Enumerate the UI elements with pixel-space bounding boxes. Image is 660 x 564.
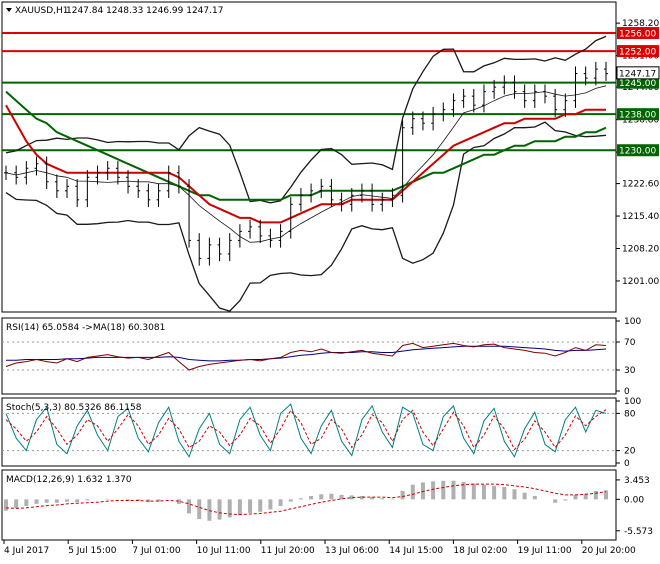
stoch-panel: 100 80 20 0: [2, 397, 641, 469]
macd-panel-frame: [1, 469, 617, 541]
price-y-tick-label: 1208.20: [622, 245, 659, 255]
g-macd-y-tick-label: 0.00: [624, 495, 644, 505]
price-panel-frame: [1, 1, 617, 313]
macd-signal-line: [5, 483, 607, 516]
rsi-title: RSI(14) 65.0584 ->MA(18) 60.3081: [6, 323, 165, 333]
ma-red-line: [5, 104, 606, 224]
level-badge: [617, 76, 659, 89]
rsi-panel: 100 70 30 0: [2, 317, 641, 397]
bollinger-lower: [5, 121, 607, 312]
ohlc-readout: 1247.84 1248.33 1246.99 1247.17: [66, 6, 223, 16]
g-rsi-y-tick-label: 100: [624, 317, 641, 327]
price-y-tick-label: 1222.60: [622, 180, 659, 190]
current-price-label: 1247.17: [619, 69, 656, 79]
stoch-title: Stoch(5,3,3) 80.5326 86.1158: [6, 403, 142, 413]
g-stoch-y-tick-label: 80: [624, 409, 636, 419]
ma-green-line: [5, 90, 607, 201]
g-macd-y-tick-label: 3.453: [624, 476, 650, 486]
price-y-tick-label: 1201.00: [622, 277, 659, 287]
level-badge: [617, 27, 659, 40]
g-rsi-y-tick-label: 30: [624, 366, 636, 376]
time-tick-label: 19 Jul 11:00: [518, 546, 572, 556]
g-rsi-y-tick-label: 70: [624, 338, 636, 348]
price-y-tick-label: 1236.80: [622, 116, 659, 126]
level-badge: [617, 108, 659, 121]
g-rsi-y-tick-label: 0: [624, 387, 630, 397]
time-tick-label: 13 Jul 06:00: [325, 546, 379, 556]
level-label: 1256.00: [619, 30, 656, 40]
level-label: 1238.00: [619, 111, 656, 121]
stoch-main-line: [5, 403, 607, 458]
time-tick-label: 14 Jul 15:00: [389, 546, 443, 556]
g-stoch-y-tick-label: 0: [624, 459, 630, 469]
time-tick-label: 11 Jul 20:00: [261, 546, 315, 556]
price-y-tick-label: 1215.40: [622, 212, 659, 222]
g-macd-y-tick-label: -5.573: [624, 527, 653, 537]
dropdown-triangle-icon[interactable]: [6, 8, 12, 12]
macd-panel: 3.453 0.00 -5.573: [4, 476, 653, 537]
level-badge: [617, 144, 659, 157]
level-label: 1252.00: [619, 48, 656, 58]
time-tick-label: 7 Jul 01:00: [132, 546, 181, 556]
macd-title: MACD(12,26,9) 1.632 1.370: [6, 475, 132, 485]
rsi-panel-frame: [1, 317, 617, 395]
rsi-ma-line: [6, 345, 607, 362]
time-tick-label: 20 Jul 20:00: [582, 546, 636, 556]
stoch-panel-frame: [1, 397, 617, 467]
price-panel: 1258.201251.001244.001236.801229.601222.…: [2, 19, 660, 312]
time-axis: 4 Jul 2017 5 Jul 15:00 7 Jul 01:00 10 Jul 1…: [3, 540, 636, 556]
level-label: 1245.00: [619, 79, 656, 89]
g-stoch-y-tick-label: 100: [624, 397, 641, 407]
price-y-tick-label: 1258.20: [622, 19, 659, 29]
bollinger-upper: [5, 35, 607, 204]
time-tick-label: 4 Jul 2017: [4, 546, 49, 556]
level-badge: [617, 45, 659, 58]
g-stoch-y-tick-label: 20: [624, 447, 636, 457]
stoch-signal-line: [5, 409, 607, 451]
time-tick-label: 10 Jul 11:00: [197, 546, 251, 556]
rsi-line: [5, 342, 607, 371]
time-tick-label: 18 Jul 02:00: [453, 546, 507, 556]
time-tick-label: 5 Jul 15:00: [68, 546, 117, 556]
current-price-badge: [616, 66, 660, 80]
bollinger-mid: [5, 85, 607, 243]
symbol-label: XAUUSD,H1: [15, 6, 69, 16]
level-label: 1230.00: [619, 147, 656, 157]
